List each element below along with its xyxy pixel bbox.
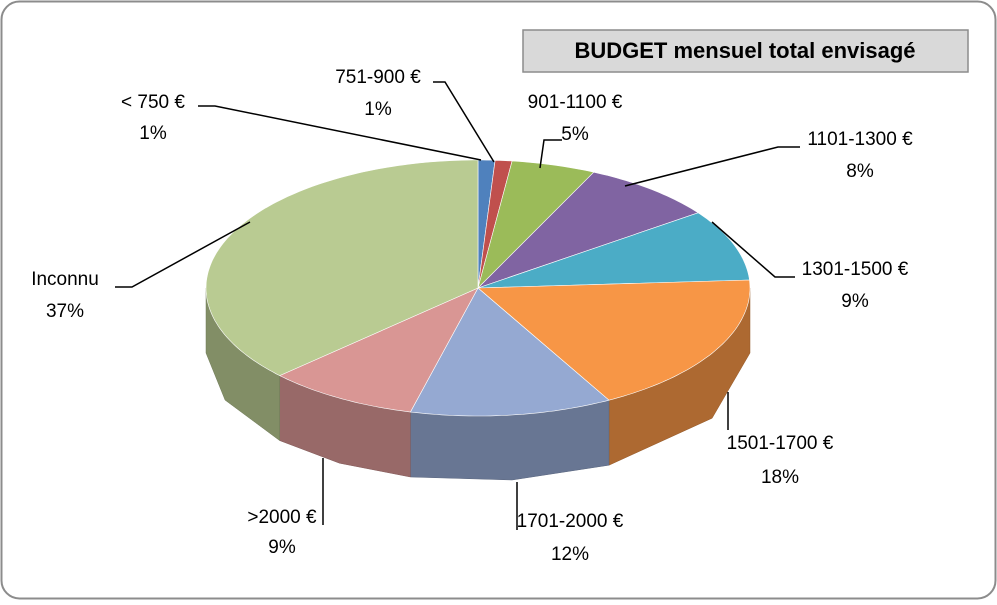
data-label-name: 1301-1500 € — [802, 259, 909, 280]
leader-line — [711, 221, 795, 278]
data-label-name: 1101-1300 € — [807, 129, 913, 150]
data-label-name: 1501-1700 € — [727, 433, 834, 454]
slice — [205, 159, 479, 376]
data-label-name: 1701-2000 € — [517, 511, 624, 532]
leader-line — [433, 81, 495, 163]
slice — [278, 287, 479, 413]
title-box — [522, 29, 969, 73]
leader-line — [115, 221, 251, 288]
data-label-value: 1% — [139, 123, 167, 144]
data-label-value: 9% — [268, 537, 296, 558]
data-label-value: 8% — [846, 161, 874, 182]
slice — [409, 287, 610, 417]
leader-line — [624, 146, 800, 187]
slice — [477, 212, 750, 289]
data-label-value: 9% — [841, 291, 869, 312]
data-label-name: 751-900 € — [335, 67, 421, 88]
data-label-name: >2000 € — [247, 507, 317, 528]
data-label-value: 18% — [761, 467, 799, 488]
chart-title: BUDGET mensuel total envisagé — [574, 38, 915, 63]
data-label-name: Inconnu — [31, 269, 99, 290]
leader-line — [198, 105, 482, 161]
slice — [477, 160, 595, 290]
data-label-name: < 750 € — [121, 92, 185, 113]
slice — [477, 279, 751, 401]
data-label-value: 5% — [561, 124, 589, 145]
data-label-value: 1% — [364, 99, 392, 120]
leader-line — [539, 139, 562, 169]
data-label-name: 901-1100 € — [528, 92, 623, 113]
data-label-value: 12% — [551, 544, 589, 565]
slice — [477, 171, 699, 289]
data-label-value: 37% — [46, 301, 84, 322]
